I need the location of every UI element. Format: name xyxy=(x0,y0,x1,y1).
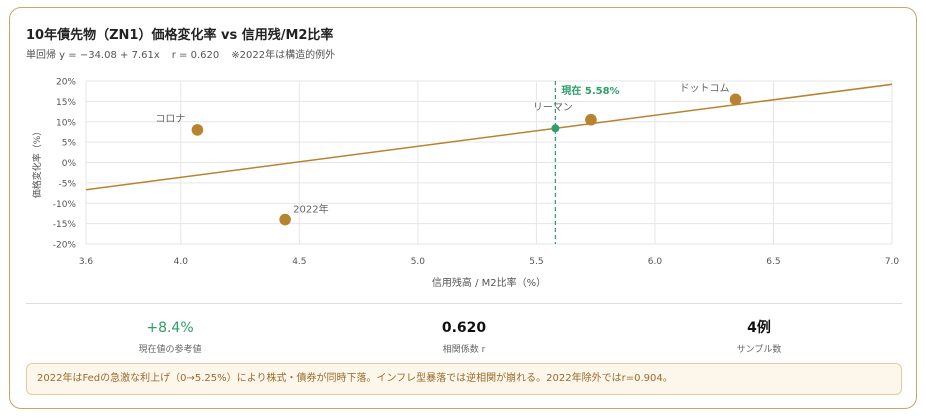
y-tick-label: -20% xyxy=(53,241,77,251)
x-axis-label: 信用残高 / M2比率（%） xyxy=(432,276,546,289)
stat-sample-count-label: サンプル数 xyxy=(736,345,782,355)
chart-subtitle: 単回帰 y = −34.08 + 7.61x r = 0.620 ※2022年は構造… xyxy=(26,46,335,61)
y-tick-label: -15% xyxy=(53,220,77,230)
stat-correlation: 0.620 相関係数 r xyxy=(364,318,564,355)
chart-card xyxy=(9,7,917,409)
stat-current-value-number: +8.4% xyxy=(146,320,194,336)
y-tick-label: 10% xyxy=(56,118,76,128)
regression-equation: 単回帰 y = −34.08 + 7.61x xyxy=(26,50,160,61)
y-tick-label: -5% xyxy=(58,179,76,189)
stat-correlation-label: 相関係数 r xyxy=(442,345,486,355)
y-tick-label: 15% xyxy=(56,98,76,108)
point-label: ドットコム xyxy=(680,82,730,94)
current-value-label: 現在 5.58% xyxy=(561,84,619,97)
y-axis-label: 価格変化率（%） xyxy=(31,127,43,199)
data-point xyxy=(585,113,597,126)
axis-layer: 20% 15% 10% 5% 0% -5% -10% -15% -20%3.6 4.0 4.5 5.0… xyxy=(53,78,900,268)
stat-correlation-number: 0.620 xyxy=(441,320,487,336)
exception-note: ※2022年は構造的例外 xyxy=(231,50,336,61)
x-tick-label: 6.0 xyxy=(648,257,663,267)
stat-current-value-label: 現在値の参考値 xyxy=(138,345,202,355)
data-point xyxy=(279,213,291,226)
point-label: コロナ xyxy=(155,113,185,125)
data-point xyxy=(729,93,742,106)
y-tick-label: -10% xyxy=(53,200,77,210)
current-value-point xyxy=(551,124,560,133)
y-tick-label: 20% xyxy=(56,78,76,88)
stat-sample-count: 4例 サンプル数 xyxy=(659,318,859,355)
correlation-text: r = 0.620 xyxy=(171,50,220,61)
grid-layer xyxy=(85,80,893,245)
point-layer: コロナ 2022年 リーマン ドットコム xyxy=(155,82,742,226)
stat-current-value: +8.4% 現在値の参考値 xyxy=(70,318,270,355)
footnote-box: 2022年はFedの急激な利上げ（0→5.25%）により株式・債券が同時下落。イ… xyxy=(26,363,902,395)
regression-line xyxy=(85,83,893,191)
point-label: 2022年 xyxy=(293,203,328,216)
scatter-chart: 20% 15% 10% 5% 0% -5% -10% -15% -20%3.6 4.0 4.5 5.0… xyxy=(31,78,900,290)
x-tick-label: 3.6 xyxy=(79,257,94,267)
x-tick-label: 4.5 xyxy=(292,257,306,267)
chart-title: 10年債先物（ZN1）価格変化率 vs 信用残/M2比率 xyxy=(26,28,334,43)
y-tick-label: 5% xyxy=(62,139,77,149)
x-tick-label: 4.0 xyxy=(174,257,189,267)
x-tick-label: 6.5 xyxy=(766,257,780,267)
x-tick-label: 5.0 xyxy=(411,257,426,267)
x-tick-label: 5.5 xyxy=(529,257,543,267)
x-tick-label: 7.0 xyxy=(885,257,900,267)
stat-sample-count-number: 4例 xyxy=(747,320,771,336)
divider xyxy=(26,303,902,304)
data-point xyxy=(191,124,204,136)
point-label: リーマン xyxy=(533,103,573,114)
y-tick-label: 0% xyxy=(62,159,77,169)
